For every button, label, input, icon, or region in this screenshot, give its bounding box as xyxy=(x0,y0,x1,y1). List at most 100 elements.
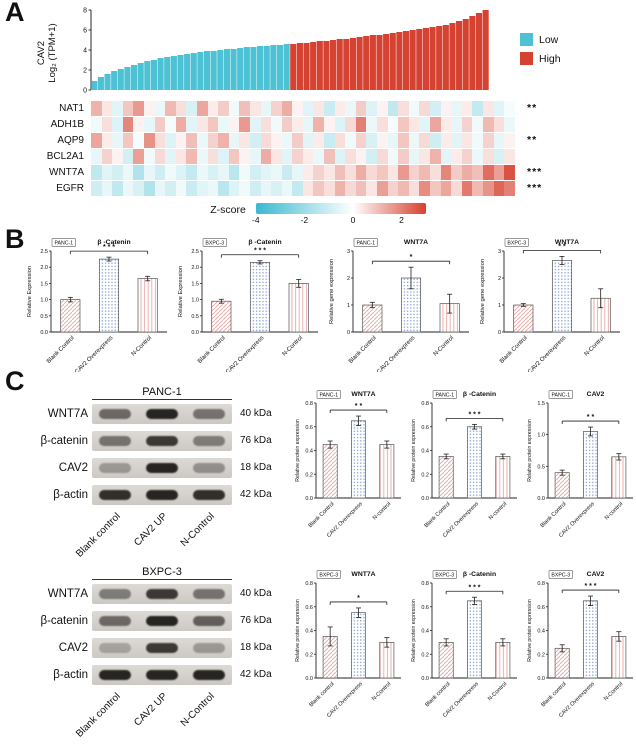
heatmap-cell xyxy=(186,100,197,116)
protein-band xyxy=(193,642,225,653)
heatmap-cell xyxy=(324,148,335,164)
heatmap-cell xyxy=(313,164,325,180)
x-tick-label: CAV2 Overexpress xyxy=(74,335,114,372)
heatmap-cell xyxy=(165,180,176,196)
x-tick-label: Blank control xyxy=(424,681,451,708)
heatmap-cell xyxy=(260,100,272,116)
bar xyxy=(137,278,158,333)
y-tick-label: 0.4 xyxy=(421,629,429,635)
x-tick-label: CAV2 Overexpress xyxy=(527,335,567,372)
waterfall-bar xyxy=(316,41,323,90)
y-tick-label: 0.4 xyxy=(421,449,429,455)
blot-strip xyxy=(92,610,232,631)
heatmap-cell xyxy=(101,116,113,132)
protein-band xyxy=(193,462,225,473)
molecular-weight-label: 40 kDa xyxy=(240,588,272,599)
heatmap-cell xyxy=(218,100,229,116)
bar xyxy=(467,426,482,499)
heatmap-cell xyxy=(440,148,452,164)
protein-label: WNT7A xyxy=(47,587,88,600)
heatmap-cell xyxy=(440,164,452,180)
heatmap-cell xyxy=(218,180,229,196)
heatmap-cell xyxy=(430,148,441,164)
high-color-swatch xyxy=(520,52,533,65)
heatmap-cell xyxy=(451,100,462,116)
heatmap-cell xyxy=(218,132,229,148)
waterfall-bar xyxy=(144,61,151,90)
x-tick-label: N-Control xyxy=(603,681,624,702)
y-tick-label: 0.0 xyxy=(421,676,429,682)
y-tick-label: 0.0 xyxy=(421,496,429,502)
heatmap-cell xyxy=(472,116,483,132)
heatmap-cell xyxy=(334,132,346,148)
y-tick-label: 0.2 xyxy=(421,472,429,478)
heatmap-cell xyxy=(387,132,399,148)
heatmap-cell xyxy=(366,148,378,164)
bar xyxy=(288,283,309,333)
heatmap-cell xyxy=(355,164,367,180)
blot-strip xyxy=(92,430,232,451)
heatmap-cell xyxy=(186,116,197,132)
heatmap-cell xyxy=(377,164,388,180)
heatmap-cell xyxy=(398,148,409,164)
legend-label-low: Low xyxy=(539,33,559,46)
bar xyxy=(322,444,338,499)
heatmap-cell xyxy=(387,180,399,196)
heatmap-cell xyxy=(249,100,261,116)
cell-line-tag xyxy=(202,238,227,247)
heatmap-cell xyxy=(154,100,166,116)
y-tick-label: 0.6 xyxy=(305,425,313,431)
heatmap-cell xyxy=(302,100,314,116)
heatmap-row: NAT1 ** xyxy=(0,100,636,116)
y-tick-label: 0.6 xyxy=(305,605,313,611)
significance-label: * * * xyxy=(468,584,480,591)
heatmap-cell xyxy=(292,116,303,132)
heatmap-cell xyxy=(122,164,134,180)
cell-line-tag-label: BXPC-3 xyxy=(507,241,526,247)
bar-chart-bxpc3-bcatenin-protein: 0.0 0.2 0.4 0.6 0.8 Relative protein expressi… xyxy=(408,568,520,726)
y-tick-label: 0.8 xyxy=(421,581,429,587)
waterfall-bar xyxy=(111,71,118,90)
heatmap-cell xyxy=(165,100,176,116)
heatmap-cell xyxy=(207,164,219,180)
heatmap-cell xyxy=(143,116,155,132)
waterfall-y-tick: 2 xyxy=(83,67,87,74)
heatmap-cell xyxy=(482,100,494,116)
y-tick-label: 0.4 xyxy=(305,629,313,635)
heatmap-cell xyxy=(377,116,388,132)
waterfall-y-tick: 0 xyxy=(83,87,87,94)
heatmap-row: WNT7A *** xyxy=(0,164,636,180)
x-tick-label: Blank control xyxy=(308,681,335,708)
heatmap-cell xyxy=(504,148,515,164)
waterfall-y-axis-label: CAV2 Log₂ (TPM+1) xyxy=(36,9,59,97)
heatmap-cell xyxy=(175,100,187,116)
waterfall-bar xyxy=(184,54,191,90)
heatmap-cell xyxy=(186,148,197,164)
heatmap-cell xyxy=(313,132,325,148)
protein-band xyxy=(99,462,131,473)
protein-band xyxy=(193,489,225,500)
heatmap-cell xyxy=(324,132,335,148)
heatmap-cell xyxy=(133,148,144,164)
heatmap-cell xyxy=(419,164,430,180)
heatmap-cell xyxy=(292,100,303,116)
protein-band xyxy=(146,588,178,599)
waterfall-bar xyxy=(456,21,463,90)
heatmap-cell xyxy=(355,148,367,164)
lane-label: N-Control xyxy=(178,511,217,550)
bar-chart-svg: 0.0 0.2 0.4 0.6 0.8 Relative protein expressi… xyxy=(411,390,517,539)
heatmap-cell xyxy=(228,100,240,116)
significance-stars: ** xyxy=(527,102,538,114)
waterfall-bar xyxy=(343,39,350,90)
heatmap-cell xyxy=(366,116,378,132)
heatmap-cell xyxy=(239,148,250,164)
colorbar-title: Z-score xyxy=(210,204,246,216)
protein-label: β-catenin xyxy=(40,434,88,447)
significance-label: * * * xyxy=(584,583,596,590)
heatmap-cell xyxy=(419,148,430,164)
heatmap-cell xyxy=(228,148,240,164)
heatmap-cell xyxy=(345,164,356,180)
heatmap-cell xyxy=(419,132,430,148)
bar xyxy=(98,258,120,333)
significance-stars: *** xyxy=(527,182,543,194)
